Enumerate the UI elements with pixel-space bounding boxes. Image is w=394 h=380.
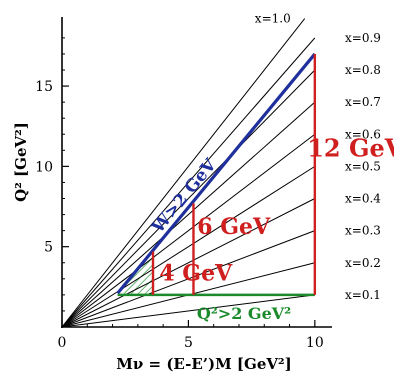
label-x-0-2: x=0.2 (345, 256, 381, 270)
x-tick-label: 10 (306, 335, 324, 351)
w-threshold-line (116, 52, 317, 295)
line-x-1-0 (61, 18, 306, 328)
x-axis-label: Mν = (E-E’)M [GeV²] (116, 355, 291, 373)
x-tick-label: 5 (184, 335, 193, 351)
label-x-0-4: x=0.4 (345, 192, 381, 206)
limit-label-6-gev: 6 GeV (197, 214, 271, 240)
limit-label-4-gev: 4 GeV (159, 260, 233, 286)
label-x-0-8: x=0.8 (345, 63, 381, 77)
q2-threshold-label: Q²>2 GeV² (197, 304, 291, 323)
line-x-0-8 (61, 69, 316, 328)
line-x-0-7 (61, 101, 316, 328)
y-axis-label: Q² [GeV²] (12, 122, 30, 202)
label-x-0-1: x=0.1 (345, 288, 381, 302)
line-x-0-5 (61, 165, 316, 328)
label-x-0-3: x=0.3 (345, 224, 381, 238)
line-x-0-3 (61, 230, 316, 328)
label-x-0-9: x=0.9 (345, 31, 381, 45)
line-x-0-1 (61, 294, 315, 328)
label-x-0-5: x=0.5 (345, 159, 381, 173)
line-x-0-6 (61, 133, 316, 328)
line-x-0-9 (61, 37, 316, 328)
line-x-0-4 (61, 198, 316, 328)
x-tick-label: 0 (58, 335, 67, 351)
label-x-0-7: x=0.7 (345, 95, 381, 109)
label-x-0-6: x=0.6 (345, 127, 381, 141)
label-x-1-0: x=1.0 (255, 12, 291, 26)
y-tick-label: 10 (35, 159, 53, 175)
y-tick-label: 5 (44, 240, 53, 256)
limit-label-12-gev: 12 GeV (307, 134, 394, 163)
y-tick-label: 15 (35, 79, 53, 95)
